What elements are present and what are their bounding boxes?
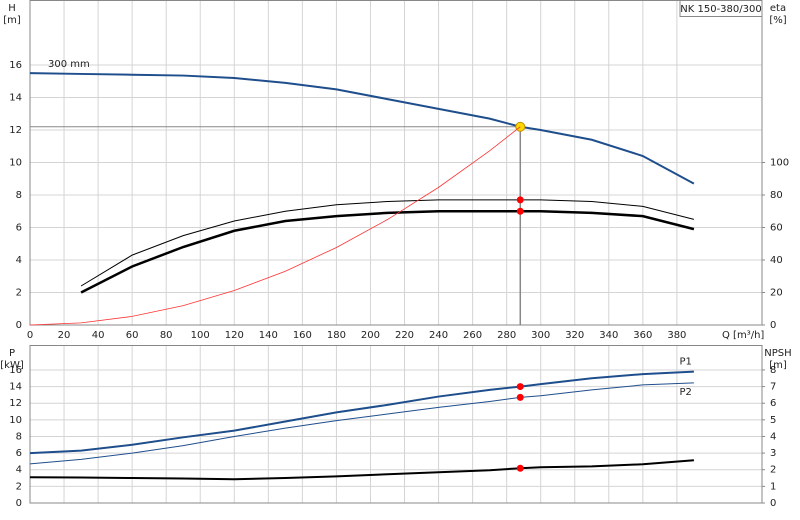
duty-marker <box>516 464 524 472</box>
y-tick-label: 8 <box>16 190 22 201</box>
title-box <box>679 0 763 17</box>
curve <box>29 72 695 185</box>
curve <box>29 126 521 326</box>
plot-frame <box>29 345 763 504</box>
y-tick-label: 4 <box>16 465 22 476</box>
y-tick-label: 2 <box>16 481 22 492</box>
curve <box>29 370 694 455</box>
duty-marker <box>516 207 524 215</box>
x-tick-label: 280 <box>497 330 516 341</box>
y-tick-label: 12 <box>9 125 22 136</box>
y2-axis-label: eta <box>770 3 786 14</box>
y-tick-label: 10 <box>9 158 22 169</box>
x-tick-label: 60 <box>126 330 139 341</box>
x-tick-label: 360 <box>633 330 652 341</box>
y-tick-label: 6 <box>16 448 22 459</box>
y-tick-label: 2 <box>16 288 22 299</box>
y2-tick-label: 8 <box>770 365 776 376</box>
x-tick-label: 300 <box>531 330 550 341</box>
y-axis-label: P <box>9 348 15 359</box>
y-tick-label: 14 <box>9 93 22 104</box>
y-tick-label: 8 <box>16 431 22 442</box>
y-axis-label: [m] <box>3 15 21 26</box>
y-tick-label: 12 <box>9 398 22 409</box>
y2-tick-label: 2 <box>770 465 776 476</box>
y-tick-label: 16 <box>9 60 22 71</box>
y2-tick-label: 4 <box>770 431 776 442</box>
x-tick-label: 220 <box>395 330 414 341</box>
y2-tick-label: 7 <box>770 382 776 393</box>
y2-tick-label: 0 <box>770 498 776 509</box>
y2-axis-label: NPSH <box>764 348 791 359</box>
y2-tick-label: 3 <box>770 448 776 459</box>
plot-frame <box>29 0 763 326</box>
x-axis-label: Q [m³/h] <box>722 330 764 341</box>
y2-tick-label: 5 <box>770 415 776 426</box>
y-tick-label: 16 <box>9 365 22 376</box>
x-tick-label: 40 <box>92 330 105 341</box>
curve <box>29 382 694 465</box>
duty-marker <box>516 393 524 401</box>
y2-tick-label: 100 <box>770 158 789 169</box>
y2-tick-label: 60 <box>770 223 783 234</box>
y-tick-label: 4 <box>16 255 22 266</box>
x-tick-label: 320 <box>565 330 584 341</box>
x-tick-label: 100 <box>191 330 210 341</box>
y2-tick-label: 80 <box>770 190 783 201</box>
curve-label: P1 <box>680 357 692 368</box>
x-tick-label: 0 <box>27 330 33 341</box>
curve-label: P2 <box>680 387 692 398</box>
duty-marker <box>516 383 524 391</box>
y2-tick-label: 0 <box>770 320 776 331</box>
y2-axis-label: [%] <box>769 15 786 26</box>
y2-axis-label: [m] <box>769 360 787 371</box>
y-tick-label: 6 <box>16 223 22 234</box>
curve <box>80 199 695 287</box>
x-tick-label: 80 <box>160 330 173 341</box>
y2-tick-label: 1 <box>770 481 776 492</box>
x-tick-label: 340 <box>599 330 618 341</box>
x-tick-label: 180 <box>327 330 346 341</box>
duty-marker <box>516 196 524 204</box>
x-tick-label: 120 <box>225 330 244 341</box>
x-tick-label: 20 <box>58 330 71 341</box>
y-tick-label: 0 <box>16 498 22 509</box>
y-tick-label: 10 <box>9 415 22 426</box>
curve <box>80 210 695 294</box>
y-tick-label: 0 <box>16 320 22 331</box>
curve-label: 300 mm <box>48 59 90 70</box>
y2-tick-label: 40 <box>770 255 783 266</box>
y2-tick-label: 20 <box>770 288 783 299</box>
y2-tick-label: 6 <box>770 398 776 409</box>
x-tick-label: 200 <box>361 330 380 341</box>
x-tick-label: 380 <box>667 330 686 341</box>
x-tick-label: 240 <box>429 330 448 341</box>
chart-title: NK 150-380/300 <box>680 4 761 15</box>
y-tick-label: 14 <box>9 382 22 393</box>
y-axis-label: [kW] <box>0 360 24 371</box>
curve <box>29 459 694 481</box>
y-axis-label: H <box>8 3 16 14</box>
x-tick-label: 160 <box>293 330 312 341</box>
x-tick-label: 140 <box>259 330 278 341</box>
x-tick-label: 260 <box>463 330 482 341</box>
